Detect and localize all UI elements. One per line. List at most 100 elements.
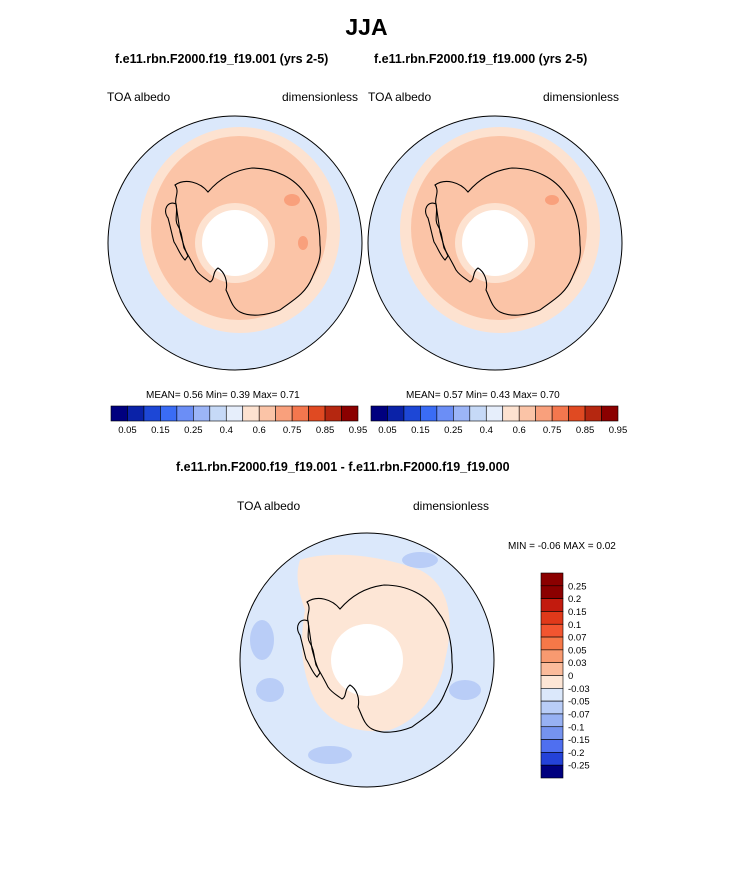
panel3-colorbar-box xyxy=(540,623,564,638)
panel1-colorbar-box xyxy=(291,405,309,422)
panel2-colorbar-box xyxy=(485,405,504,422)
panel1-right-label: dimensionless xyxy=(282,90,359,104)
panel3-negative-patch-b xyxy=(256,678,284,702)
panel1-pole-hole xyxy=(202,210,268,276)
panel1-colorbar-tick-label: 0.25 xyxy=(184,425,203,436)
panel3-colorbar-box xyxy=(540,700,564,715)
panel1-colorbar-box xyxy=(324,405,342,422)
panel1-colorbar-tick-label: 0.05 xyxy=(118,425,137,436)
panel3-colorbar-tick-label: 0.2 xyxy=(568,594,581,605)
panel1-mean-label: MEAN= xyxy=(146,390,181,401)
panel1-colorbar-tick-label: 0.4 xyxy=(220,425,233,436)
panel3-negative-patch-c xyxy=(449,680,481,700)
panel3-right-label: dimensionless xyxy=(413,499,490,513)
panel3-pole-hole xyxy=(331,624,403,696)
panel1-map-border xyxy=(107,115,363,371)
panel2-title: f.e11.rbn.F2000.f19_f19.000 (yrs 2-5) xyxy=(374,52,588,66)
panel3-colorbar-box xyxy=(540,662,564,676)
panel3-colorbar-box xyxy=(540,598,564,612)
panel3-colorbar-tick-label: 0.15 xyxy=(568,607,587,618)
panel2-stats: MEAN= 0.57 Min= 0.43 Max= 0.70 xyxy=(406,390,560,401)
panel2-min-label: Min= xyxy=(465,390,488,401)
panel2-colorbar-box xyxy=(518,405,536,422)
panel2-right-label: dimensionless xyxy=(543,90,620,104)
panel3-colorbar-tick-label: -0.25 xyxy=(568,761,590,772)
panel2-colorbar-tick-label: 0.05 xyxy=(378,425,397,436)
panel1-colorbar-box xyxy=(176,405,194,422)
panel3-max-label: MAX = xyxy=(563,541,594,552)
panel3-colorbar-box xyxy=(540,572,564,587)
panel2-colorbar-tick-label: 0.15 xyxy=(411,425,430,436)
panel2-colorbar-box xyxy=(453,405,471,422)
panel3-colorbar-box xyxy=(540,636,564,651)
panel2-colorbar-box xyxy=(584,405,602,422)
panel1-title: f.e11.rbn.F2000.f19_f19.001 (yrs 2-5) xyxy=(115,52,329,66)
panel3-negative-patch-a xyxy=(250,620,274,660)
panel2-colorbar-box xyxy=(551,405,569,422)
panel3-map xyxy=(239,532,495,788)
panel3-colorbar-tick-label: 0.1 xyxy=(568,620,581,631)
panel3-colorbar-tick-label: -0.15 xyxy=(568,735,590,746)
panel3-colorbar-box xyxy=(540,726,564,740)
panel3-stats: MIN = -0.06 MAX = 0.02 xyxy=(508,541,616,552)
panel1-hotspot-b xyxy=(298,236,308,250)
panel2-colorbar-box xyxy=(601,405,619,422)
panel2-mean: 0.57 xyxy=(443,390,463,401)
panel2-colorbar: 0.05 0.15 0.25 0.4 0.6 0.75 0.85 0.95 xyxy=(370,405,628,436)
panel3-colorbar-tick-label: 0.03 xyxy=(568,658,587,669)
panel3-min: -0.06 xyxy=(537,541,561,552)
panel1-colorbar-box xyxy=(143,405,161,422)
panel3-colorbar-box xyxy=(540,675,564,689)
panel2-colorbar-tick-label: 0.85 xyxy=(576,425,595,436)
panel1-colorbar-tick-label: 0.95 xyxy=(349,425,368,436)
panel3-colorbar-tick-label: 0.25 xyxy=(568,581,587,592)
panel3-colorbar-box xyxy=(540,611,564,625)
panel2-colorbar-box xyxy=(403,405,421,422)
panel2-colorbar-tick-label: 0.75 xyxy=(543,425,562,436)
panel1-max-label: Max= xyxy=(252,390,278,401)
page-title: JJA xyxy=(345,14,388,40)
panel1-colorbar-box xyxy=(160,405,178,422)
panel1-hotspot-a xyxy=(284,194,300,206)
panel1-map xyxy=(107,115,363,371)
panel3-title: f.e11.rbn.F2000.f19_f19.001 - f.e11.rbn.… xyxy=(176,460,510,474)
panel2-colorbar-tick-label: 0.25 xyxy=(444,425,463,436)
panel3-colorbar-tick-label: 0 xyxy=(568,671,573,682)
panel2-colorbar-tick-label: 0.4 xyxy=(480,425,493,436)
panel1-colorbar-tick-label: 0.75 xyxy=(283,425,302,436)
panel3-colorbar-tick-label: -0.1 xyxy=(568,722,584,733)
panel3-max: 0.02 xyxy=(596,541,616,552)
panel1-min: 0.39 xyxy=(230,390,250,401)
panel3-colorbar-box xyxy=(540,585,564,599)
panel2-hotspot-a xyxy=(545,195,559,205)
panel1-colorbar-box xyxy=(275,405,293,422)
panel3-colorbar-box xyxy=(540,764,564,779)
panel3-colorbar-box xyxy=(540,752,564,766)
panel3-colorbar-tick-label: 0.07 xyxy=(568,633,587,644)
panel2-max-label: Max= xyxy=(512,390,538,401)
panel1-stats: MEAN= 0.56 Min= 0.39 Max= 0.71 xyxy=(146,390,300,401)
panel1-left-label: TOA albedo xyxy=(107,90,171,104)
panel2-max: 0.70 xyxy=(540,390,560,401)
panel1-max: 0.71 xyxy=(280,390,300,401)
panel1-colorbar-tick-label: 0.15 xyxy=(151,425,170,436)
panel2-colorbar-tick-label: 0.95 xyxy=(609,425,628,436)
panel1-mean: 0.56 xyxy=(183,390,203,401)
panel3-colorbar-box xyxy=(540,649,564,663)
panel2-colorbar-box xyxy=(387,405,405,422)
panel1-colorbar-tick-label: 0.6 xyxy=(253,425,266,436)
panel2-colorbar-box xyxy=(370,405,388,422)
panel3-colorbar-tick-label: -0.03 xyxy=(568,684,590,695)
panel2-colorbar-tick-label: 0.6 xyxy=(513,425,526,436)
panel3-negative-patch-e xyxy=(402,552,438,568)
panel1-colorbar-box xyxy=(209,405,227,422)
panel2-colorbar-box xyxy=(420,405,438,422)
panel3-colorbar-box xyxy=(540,713,564,728)
panel3-colorbar-tick-label: -0.07 xyxy=(568,709,590,720)
panel1-colorbar-box xyxy=(258,405,276,422)
panel1-colorbar-box xyxy=(341,405,359,422)
panel1-colorbar-box xyxy=(110,405,128,422)
panel1-colorbar-box xyxy=(193,405,211,422)
panel2-left-label: TOA albedo xyxy=(368,90,432,104)
